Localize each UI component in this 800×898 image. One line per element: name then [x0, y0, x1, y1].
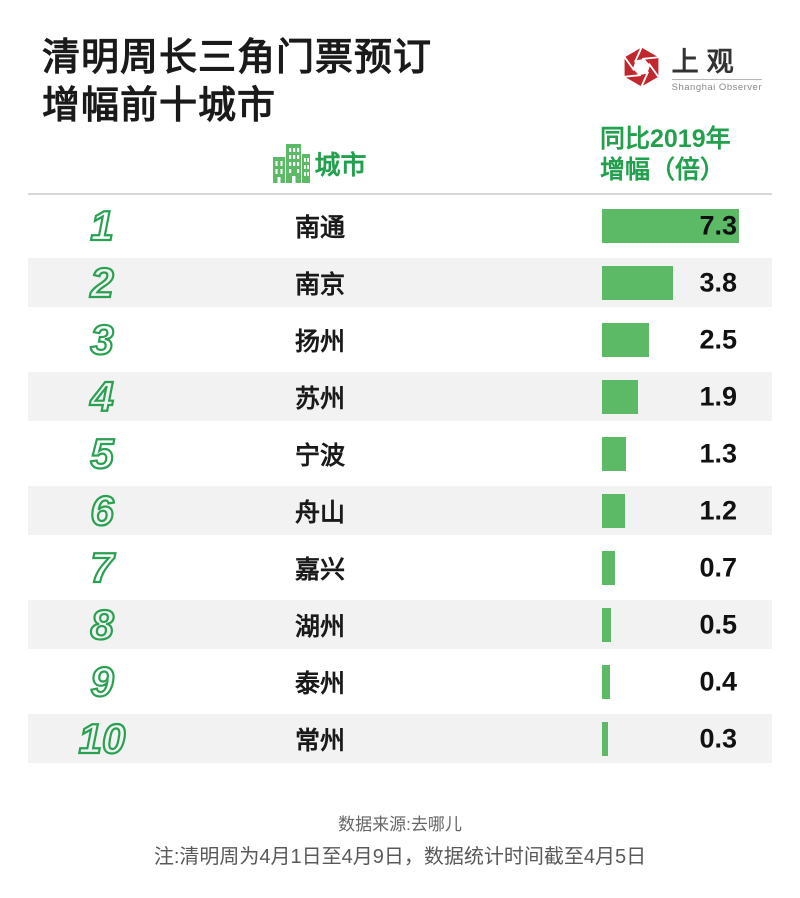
table-row: 1 南通 7.3 [28, 197, 772, 254]
rank-number: 8 [89, 600, 115, 648]
growth-value: 1.2 [699, 495, 737, 525]
city-name: 嘉兴 [294, 555, 345, 584]
column-header-value-line1: 同比2019年 [600, 125, 731, 153]
logo-subtitle: Shanghai Observer [671, 79, 762, 93]
table-row: 10 常州 0.3 [28, 710, 772, 767]
table-row: 5 宁波 1.3 [28, 425, 772, 482]
city-name: 湖州 [294, 612, 345, 641]
growth-value: 1.3 [699, 438, 737, 468]
growth-value: 1.9 [699, 381, 737, 411]
page-title-line1: 清明周长三角门票预订 [42, 37, 433, 79]
table-row: 4 苏州 1.9 [28, 368, 772, 425]
city-name: 南通 [294, 213, 345, 242]
city-name: 泰州 [294, 669, 345, 698]
growth-bar [602, 664, 610, 699]
header-divider [28, 193, 772, 195]
growth-value: 2.5 [699, 324, 737, 354]
growth-value: 3.8 [699, 267, 737, 297]
growth-value: 7.3 [699, 210, 737, 240]
growth-bar [602, 322, 649, 357]
column-header-city: 城市 [178, 142, 462, 185]
growth-bar [602, 436, 627, 471]
growth-bar [602, 607, 612, 642]
growth-value: 0.7 [699, 552, 737, 582]
growth-bar [602, 265, 674, 300]
rank-number: 1 [89, 201, 115, 249]
city-name: 扬州 [294, 327, 345, 356]
rank-number: 3 [89, 315, 115, 363]
city-name: 宁波 [294, 441, 345, 470]
rank-number: 2 [89, 258, 115, 306]
growth-bar [602, 550, 616, 585]
city-name: 苏州 [294, 384, 345, 413]
growth-value: 0.5 [699, 609, 737, 639]
growth-bar [602, 493, 625, 528]
rank-number: 6 [89, 486, 115, 534]
growth-bar [602, 721, 608, 756]
page-title-line2: 增幅前十城市 [42, 85, 277, 127]
aperture-hexagon-icon [621, 46, 662, 88]
data-source-note: 数据来源:去哪儿 [338, 815, 462, 834]
page-title: 清明周长三角门票预订 增幅前十城市 [42, 34, 432, 130]
rank-number: 10 [78, 714, 127, 762]
table-row: 9 泰州 0.4 [28, 653, 772, 710]
logo-name: 上观 [671, 47, 742, 77]
city-name: 常州 [294, 726, 345, 755]
rows: 1 南通 7.3 2 南京 3.8 3 扬州 2.5 4 苏州 1.9 5 宁波 1.3 6 舟山 1.2 7 嘉兴 0… [28, 197, 772, 767]
table-row: 2 南京 3.8 [28, 254, 772, 311]
table-row: 8 湖州 0.5 [28, 596, 772, 653]
table-row: 3 扬州 2.5 [28, 311, 772, 368]
city-name: 舟山 [294, 498, 345, 527]
growth-value: 0.3 [699, 723, 737, 753]
rank-number: 7 [89, 543, 115, 591]
growth-bar [602, 208, 739, 243]
column-header-value-line2: 增幅（倍） [600, 156, 726, 184]
footnote: 注:清明周为4月1日至4月9日，数据统计时间截至4月5日 [153, 846, 647, 868]
shanghai-observer-logo: 上观 Shanghai Observer [621, 46, 762, 93]
city-name: 南京 [294, 270, 345, 299]
rank-number: 9 [89, 657, 115, 705]
column-header-value: 同比2019年 增幅（倍） [600, 124, 731, 186]
growth-value: 0.4 [699, 666, 737, 696]
logo-text: 上观 Shanghai Observer [671, 46, 762, 93]
column-header-city-label: 城市 [314, 150, 367, 180]
table-row: 6 舟山 1.2 [28, 482, 772, 539]
rank-number: 4 [89, 372, 115, 420]
table-row: 7 嘉兴 0.7 [28, 539, 772, 596]
rank-number: 5 [89, 429, 115, 477]
growth-bar [602, 379, 638, 414]
city-buildings-icon [273, 142, 311, 185]
